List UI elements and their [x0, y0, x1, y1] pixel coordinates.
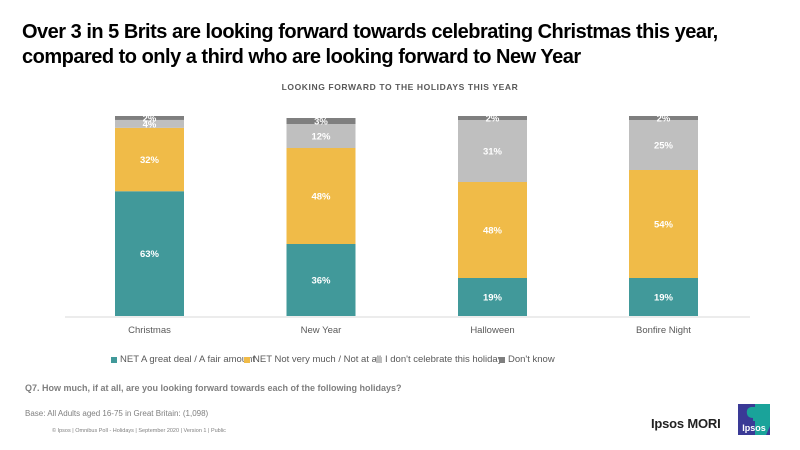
data-label: 4% — [143, 119, 157, 130]
legend-swatch — [111, 356, 117, 363]
bar-segment — [458, 278, 527, 316]
data-label: 36% — [311, 276, 331, 287]
bar-segment — [458, 120, 527, 182]
bar-segment — [115, 119, 184, 128]
bar-segment — [115, 116, 184, 120]
data-label: 2% — [657, 114, 671, 125]
data-label: 31% — [483, 147, 503, 158]
legend-item: I don't celebrate this holiday — [376, 354, 502, 365]
base-text: Base: All Adults aged 16-75 in Great Bri… — [25, 409, 209, 418]
bar-segment — [286, 244, 356, 316]
data-label: 2% — [486, 114, 500, 125]
ipsos-logo-icon: Ipsos — [738, 404, 770, 435]
x-tick-label: Bonfire Night — [636, 325, 691, 336]
bars-group: 63%32%4%2%36%48%12%3%19%48%31%2%19%54%25… — [115, 113, 698, 316]
legend-swatch — [244, 356, 250, 363]
data-label: 12% — [311, 132, 331, 143]
data-label: 48% — [483, 226, 503, 237]
brand-name: Ipsos MORI — [651, 416, 721, 431]
bar-segment — [286, 124, 356, 148]
bar-segment — [115, 191, 184, 316]
x-axis-labels: Christmas New Year Halloween Bonfire Night — [128, 325, 691, 336]
bar-segment — [115, 127, 184, 192]
x-tick-label: Christmas — [128, 325, 171, 336]
bar-segment — [629, 170, 698, 278]
legend-item: NET Not very much / Not at all — [244, 354, 381, 365]
legend-swatch — [376, 356, 382, 363]
legend-label: NET Not very much / Not at all — [253, 354, 382, 365]
legend-label: NET A great deal / A fair amount — [120, 354, 256, 365]
x-tick-label: New Year — [301, 325, 342, 336]
legend-item: NET A great deal / A fair amount — [111, 354, 255, 365]
legend-label: I don't celebrate this holiday — [385, 354, 503, 365]
page-title: Over 3 in 5 Brits are looking forward to… — [22, 21, 718, 68]
data-label: 63% — [140, 249, 160, 260]
bar-segment — [629, 278, 698, 316]
data-label: 48% — [311, 192, 331, 203]
legend-item: Don't know — [499, 354, 555, 365]
footer-text: © Ipsos | Omnibus Poll - Holidays | Sept… — [52, 428, 226, 434]
data-label: 19% — [483, 293, 503, 304]
bar-segment — [458, 116, 527, 120]
x-tick-label: Halloween — [470, 325, 514, 336]
svg-text:Ipsos: Ipsos — [742, 423, 766, 433]
bar-segment — [629, 120, 698, 170]
bar-segment — [629, 116, 698, 120]
chart-title: LOOKING FORWARD TO THE HOLIDAYS THIS YEA… — [281, 82, 519, 92]
question-text: Q7. How much, if at all, are you looking… — [25, 383, 402, 393]
legend-swatch — [499, 356, 505, 363]
data-label: 19% — [654, 293, 674, 304]
bar-segment — [458, 182, 527, 278]
data-label: 32% — [140, 155, 160, 166]
data-label: 25% — [654, 141, 674, 152]
data-label: 2% — [143, 113, 157, 124]
legend-label: Don't know — [508, 354, 555, 365]
data-label: 54% — [654, 220, 674, 231]
bar-segment — [286, 118, 356, 124]
data-label: 3% — [314, 117, 328, 128]
bar-segment — [286, 148, 356, 244]
